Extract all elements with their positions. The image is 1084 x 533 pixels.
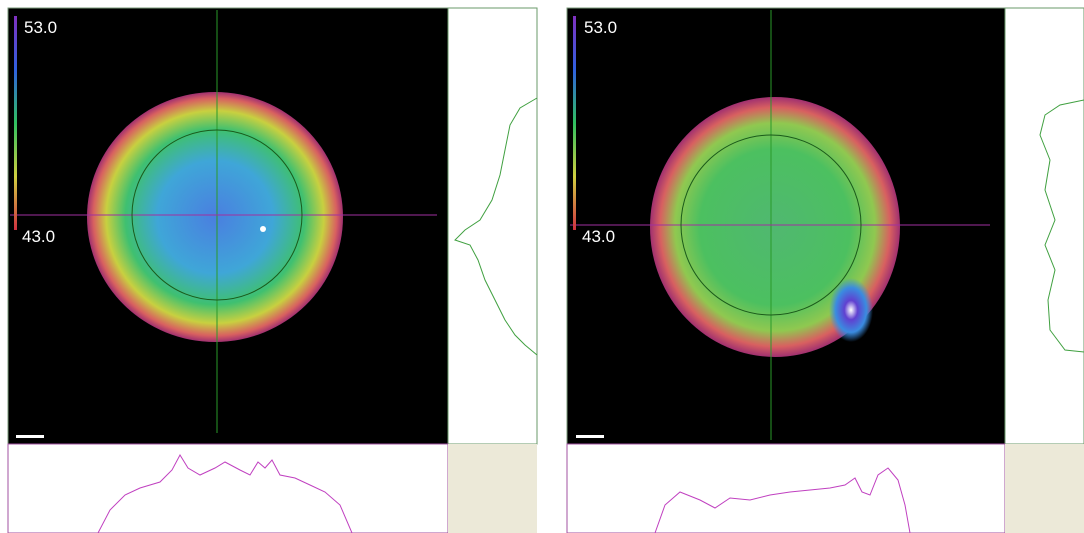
scale-max: 53.0 <box>584 18 617 37</box>
scale-bar <box>576 435 604 438</box>
vertical-profile-area <box>448 8 537 444</box>
corner <box>1005 444 1084 533</box>
horizontal-profile-area <box>567 444 1005 533</box>
vertical-profile-area <box>1005 8 1084 444</box>
scale-min: 43.0 <box>582 227 615 246</box>
scale-bar <box>16 435 44 438</box>
corner <box>448 444 537 533</box>
color-scale <box>573 16 576 230</box>
color-scale <box>14 16 17 230</box>
panel: 53.0 43.0 <box>567 8 1084 533</box>
horizontal-profile-area <box>8 444 448 533</box>
beam <box>87 92 343 342</box>
scale-max: 53.0 <box>24 18 57 37</box>
hot-pixel <box>260 226 266 232</box>
scale-min: 43.0 <box>22 227 55 246</box>
panel: 53.0 43.0 <box>8 8 537 533</box>
beam-profiler-view: 53.0 43.0 53.0 43.0 <box>0 0 1084 533</box>
